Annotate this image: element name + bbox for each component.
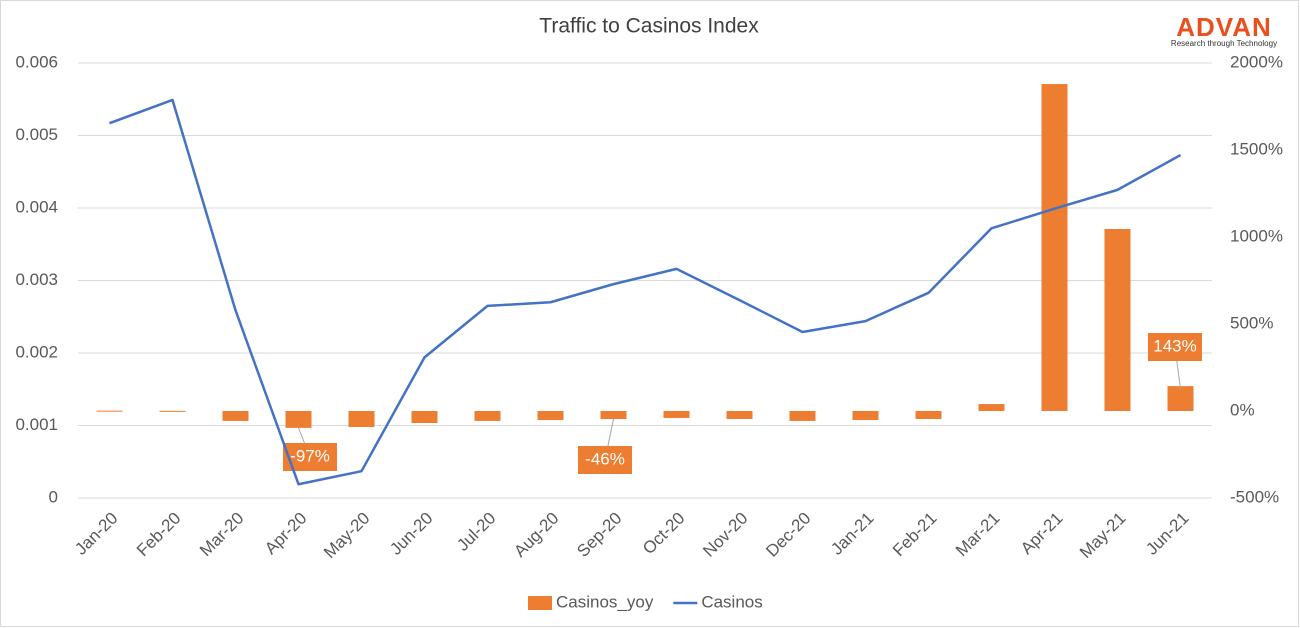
bar (411, 411, 438, 424)
bar (726, 411, 753, 420)
bar (222, 411, 249, 421)
line (109, 98, 1182, 486)
bar (537, 411, 564, 421)
label-box (1148, 333, 1202, 361)
y-tick-label: 0 (49, 487, 58, 506)
bar (1041, 84, 1068, 411)
bar (915, 411, 942, 420)
bar (1167, 386, 1194, 411)
y-tick-label: 0.004 (15, 197, 58, 216)
label-box (578, 446, 632, 474)
bar (978, 404, 1005, 411)
y2-tick-label: 2000% (1230, 52, 1283, 71)
bar (663, 411, 690, 418)
legend-label: Casinos_yoy (556, 592, 654, 611)
logo: ADVAN (1176, 12, 1272, 42)
legend-swatch (528, 596, 552, 610)
logo-tagline: Research through Technology (1171, 39, 1277, 48)
y2-tick-label: 500% (1230, 313, 1273, 332)
bar (1104, 228, 1131, 411)
bar (600, 411, 627, 420)
chart-title: Traffic to Casinos Index (539, 15, 759, 38)
y2-tick-label: -500% (1230, 487, 1279, 506)
bar (348, 411, 375, 428)
bar (285, 411, 312, 428)
y2-tick-label: 0% (1230, 400, 1255, 419)
bar (474, 411, 501, 421)
bar (852, 411, 879, 421)
bar (96, 410, 123, 412)
data-label: -46% (585, 449, 625, 468)
y-tick-label: 0.006 (15, 52, 58, 71)
bar (789, 411, 816, 421)
y2-tick-label: 1000% (1230, 226, 1283, 245)
y2-tick-label: 1500% (1230, 139, 1283, 158)
data-label: -97% (290, 446, 330, 465)
y-tick-label: 0.005 (15, 125, 58, 144)
y-tick-label: 0.001 (15, 415, 58, 434)
legend-label: Casinos (701, 592, 762, 611)
y-tick-label: 0.003 (15, 270, 58, 289)
data-label: 143% (1153, 336, 1196, 355)
bar (159, 410, 186, 412)
y-tick-label: 0.002 (15, 342, 58, 361)
